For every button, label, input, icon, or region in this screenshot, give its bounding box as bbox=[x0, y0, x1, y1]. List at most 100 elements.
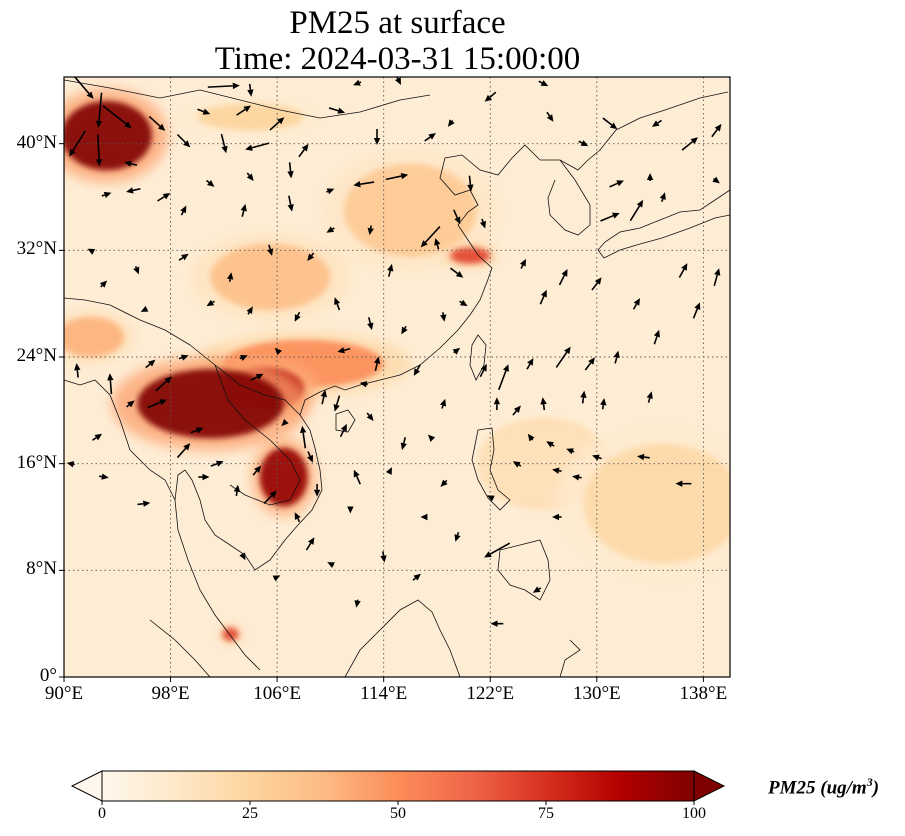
wind-arrow bbox=[424, 133, 436, 142]
wind-arrow bbox=[354, 599, 361, 608]
wind-arrow bbox=[675, 480, 692, 487]
wind-arrow bbox=[600, 398, 607, 410]
colorbar-title-main: PM25 (ug/m bbox=[768, 777, 867, 799]
wind-arrow bbox=[373, 356, 381, 372]
wind-arrow bbox=[450, 267, 464, 278]
wind-arrow bbox=[99, 280, 108, 288]
wind-arrow bbox=[359, 381, 368, 388]
coastlines bbox=[64, 79, 730, 677]
wind-arrow bbox=[651, 119, 662, 127]
wind-arrow bbox=[101, 191, 112, 198]
wind-arrow bbox=[452, 347, 461, 355]
wind-arrow bbox=[440, 312, 447, 322]
pm25-hotspot-layer bbox=[64, 88, 730, 644]
wind-arrow bbox=[92, 433, 103, 441]
wind-arrow bbox=[267, 244, 274, 256]
wind-arrow bbox=[487, 495, 495, 502]
coastline-indochina bbox=[174, 469, 271, 671]
wind-arrow bbox=[546, 441, 555, 448]
wind-arrow bbox=[339, 423, 347, 438]
coastline-hainan bbox=[335, 409, 356, 433]
wind-arrow bbox=[584, 357, 595, 371]
colorbar-tick-label: 75 bbox=[538, 805, 554, 822]
lat-label: 40°N bbox=[16, 131, 57, 153]
pm25-hotspot-taklimakan bbox=[64, 88, 168, 183]
wind-arrow bbox=[210, 460, 224, 467]
colorbar-extend-max bbox=[693, 770, 726, 802]
wind-arrow bbox=[198, 473, 210, 481]
wind-arrow bbox=[353, 181, 375, 188]
wind-arrow bbox=[294, 311, 301, 322]
wind-arrow bbox=[274, 347, 282, 356]
lon-label: 138°E bbox=[679, 683, 728, 704]
wind-arrow bbox=[400, 437, 407, 451]
wind-arrow bbox=[334, 297, 341, 311]
colorbar-gradient bbox=[101, 770, 695, 802]
coastline-japan bbox=[597, 189, 730, 259]
wind-arrow bbox=[440, 479, 448, 487]
wind-arrow bbox=[580, 390, 587, 404]
wind-arrow bbox=[600, 212, 620, 222]
wind-arrow bbox=[246, 306, 253, 315]
pm25-hotspot-myanmar-laos bbox=[111, 356, 310, 451]
wind-arrow bbox=[602, 117, 618, 130]
wind-arrow bbox=[490, 620, 504, 627]
axis-ticks bbox=[59, 143, 704, 682]
wind-arrow bbox=[133, 266, 140, 275]
pm25-hotspot-malay-peninsula bbox=[219, 625, 242, 644]
map-area bbox=[64, 77, 730, 677]
wind-arrow bbox=[233, 484, 241, 497]
pm25-hotspot-north-china-plain bbox=[320, 147, 501, 274]
colorbar-tick-label: 25 bbox=[242, 805, 258, 822]
wind-arrow bbox=[305, 537, 315, 551]
wind-arrow bbox=[385, 467, 392, 475]
wind-arrow bbox=[137, 500, 151, 507]
wind-arrow bbox=[532, 586, 542, 593]
wind-arrow bbox=[190, 427, 204, 434]
wind-arrow bbox=[479, 218, 487, 229]
wind-arrow bbox=[592, 454, 602, 461]
wind-arrow bbox=[632, 298, 640, 310]
wind-arrow bbox=[527, 433, 535, 442]
wind-arrow bbox=[427, 434, 436, 442]
wind-arrow bbox=[236, 105, 252, 116]
plot-title-line1: PM25 at surface bbox=[289, 5, 506, 41]
wind-arrow bbox=[226, 272, 234, 282]
colorbar-title: PM25 (ug/m3) bbox=[768, 775, 879, 799]
wind-arrow bbox=[99, 473, 109, 480]
wind-arrow bbox=[252, 465, 262, 476]
wind-arrow bbox=[434, 238, 441, 250]
wind-arrow bbox=[281, 418, 289, 427]
border-himalaya bbox=[64, 297, 191, 346]
wind-arrow bbox=[420, 513, 428, 521]
lat-label: 32°N bbox=[16, 238, 57, 260]
wind-arrow bbox=[712, 176, 720, 184]
wind-arrow bbox=[484, 542, 511, 558]
wind-arrow bbox=[327, 562, 335, 569]
wind-arrow bbox=[613, 350, 620, 364]
wind-arrow bbox=[155, 376, 172, 392]
wind-arrow bbox=[333, 395, 341, 412]
wind-arrow bbox=[239, 552, 246, 561]
wind-arrow bbox=[512, 461, 522, 468]
pm25-hotspot-yangtze-delta bbox=[443, 244, 498, 267]
wind-arrow bbox=[439, 398, 447, 409]
wind-arrow bbox=[148, 115, 166, 131]
wind-arrow bbox=[69, 130, 86, 157]
coastline-bay-of-bengal bbox=[64, 379, 176, 501]
wind-arrow bbox=[326, 188, 335, 195]
wind-arrow bbox=[206, 179, 215, 187]
wind-arrow bbox=[176, 134, 191, 148]
coastline-sulawesi bbox=[559, 639, 581, 677]
wind-arrow bbox=[246, 172, 254, 181]
wind-arrow bbox=[420, 226, 441, 248]
wind-arrow bbox=[519, 258, 526, 269]
wind-arrow bbox=[367, 225, 374, 236]
wind-arrow bbox=[239, 355, 248, 361]
colorbar-title-end: ) bbox=[872, 777, 880, 799]
lon-label: 98°E bbox=[151, 683, 190, 704]
wind-arrow bbox=[412, 573, 421, 581]
colorbar bbox=[70, 770, 726, 805]
colorbar-extend-min bbox=[70, 770, 103, 802]
